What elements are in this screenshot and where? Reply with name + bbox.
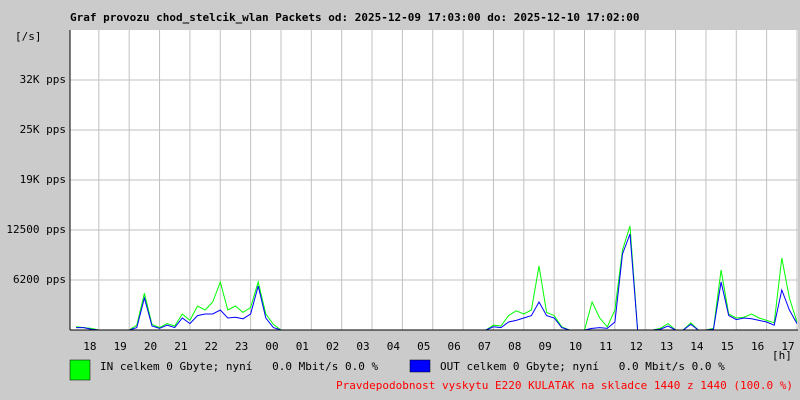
x-tick-label: 15 <box>721 340 734 353</box>
x-tick-label: 09 <box>539 340 552 353</box>
legend-label: OUT celkem 0 Gbyte; nyní 0.0 Mbit/s 0.0 … <box>440 360 725 373</box>
y-tick-label: 12500 pps <box>6 223 66 236</box>
x-tick-label: 01 <box>296 340 309 353</box>
legend-label: IN celkem 0 Gbyte; nyní 0.0 Mbit/s 0.0 % <box>100 360 379 373</box>
x-tick-label: 07 <box>478 340 491 353</box>
x-tick-label: 06 <box>447 340 460 353</box>
x-tick-label: 23 <box>235 340 248 353</box>
y-axis-label: [/s] <box>15 30 42 43</box>
x-tick-label: 21 <box>174 340 187 353</box>
x-tick-label: 16 <box>751 340 764 353</box>
x-tick-label: 00 <box>265 340 278 353</box>
x-tick-label: 19 <box>114 340 127 353</box>
x-axis-label: [h] <box>772 349 792 362</box>
x-tick-label: 12 <box>630 340 643 353</box>
legend-swatch <box>409 359 431 373</box>
y-tick-label: 32K pps <box>20 73 66 86</box>
x-tick-label: 02 <box>326 340 339 353</box>
x-tick-label: 11 <box>599 340 612 353</box>
y-tick-label: 19K pps <box>20 173 66 186</box>
chart-title: Graf provozu chod_stelcik_wlan Packets o… <box>70 11 640 24</box>
x-tick-label: 18 <box>83 340 96 353</box>
x-tick-label: 13 <box>660 340 673 353</box>
note: Pravdepodobnost vyskytu E220 KULATAK na … <box>336 379 793 392</box>
x-tick-label: 10 <box>569 340 582 353</box>
x-tick-label: 08 <box>508 340 521 353</box>
x-tick-label: 03 <box>356 340 369 353</box>
x-tick-label: 05 <box>417 340 430 353</box>
x-tick-label: 04 <box>387 340 401 353</box>
x-tick-label: 20 <box>144 340 157 353</box>
legend-swatch <box>69 359 91 381</box>
y-tick-label: 25K pps <box>20 123 66 136</box>
x-tick-label: 22 <box>205 340 218 353</box>
y-tick-label: 6200 pps <box>13 273 66 286</box>
x-tick-label: 17 <box>781 340 794 353</box>
x-tick-label: 14 <box>690 340 704 353</box>
